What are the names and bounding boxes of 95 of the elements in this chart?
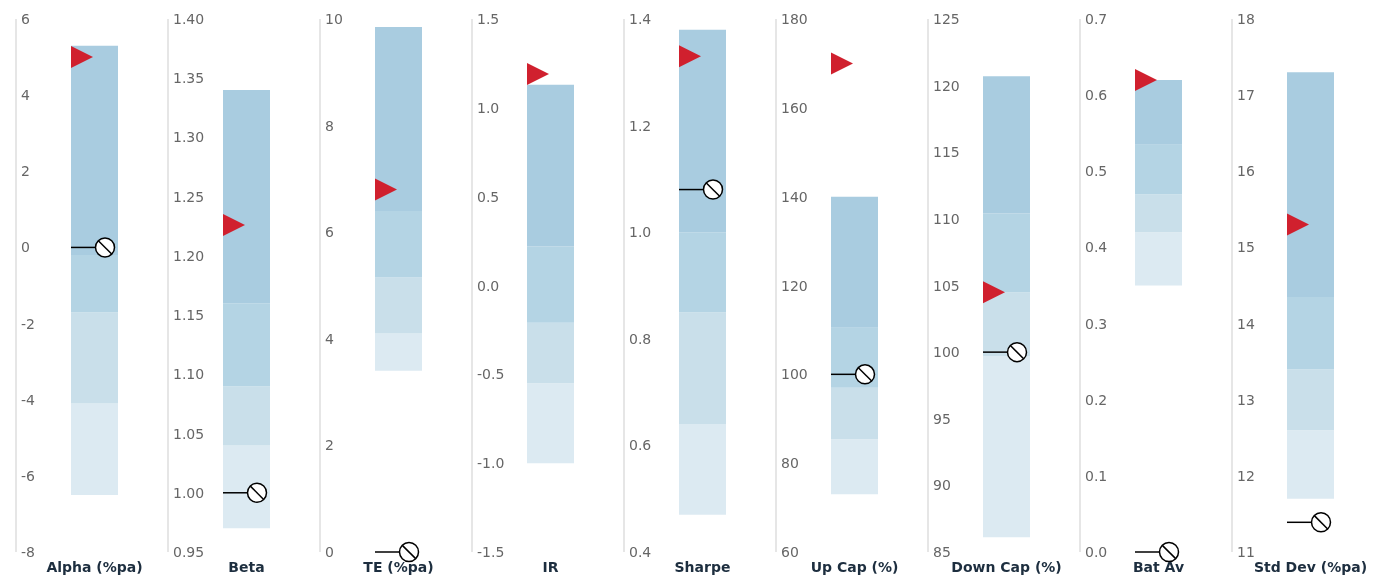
y-tick-label: 0.4 (1085, 239, 1108, 256)
y-tick-label: 12 (1237, 467, 1255, 484)
x-tick-label: Std Dev (%pa) (1253, 558, 1368, 575)
y-tick-label: 2 (325, 437, 334, 454)
y-tick-label: 0.3 (1085, 315, 1108, 332)
y-tick-label: 1.10 (173, 366, 205, 383)
bar (375, 277, 422, 334)
bar (527, 383, 574, 464)
y-tick-label: 125 (933, 11, 960, 27)
y-tick-label: 110 (933, 210, 960, 227)
y-tick-label: 0.8 (629, 330, 652, 347)
y-tick-label: 1.00 (173, 484, 205, 501)
y-tick-label: 0 (21, 239, 30, 256)
bar (223, 386, 270, 446)
y-tick-label: 0.95 (173, 544, 205, 560)
y-tick-label: 180 (781, 11, 808, 27)
y-tick-label: 0 (325, 544, 334, 560)
y-tick-label: 95 (933, 410, 951, 427)
bar (679, 312, 726, 425)
bar (1287, 430, 1334, 499)
y-tick-label: 0.2 (1085, 391, 1108, 408)
y-tick-label: 11 (1237, 544, 1255, 560)
y-tick-label: 0.6 (1085, 87, 1108, 104)
y-tick-label: 10 (325, 11, 343, 27)
y-tick-label: -1.5 (477, 544, 505, 560)
y-tick-label: 18 (1237, 11, 1255, 27)
y-tick-label: 0.0 (1085, 544, 1108, 560)
y-tick-label: 13 (1237, 391, 1255, 408)
bar (375, 333, 422, 371)
y-tick-label: 0.7 (1085, 11, 1108, 27)
y-tick-label: 4 (21, 87, 30, 104)
y-tick-label: -0.5 (477, 366, 505, 383)
y-tick-label: -8 (21, 544, 35, 560)
bar (223, 445, 270, 529)
bar (983, 356, 1030, 538)
y-tick-label: 14 (1237, 315, 1255, 332)
y-tick-label: 16 (1237, 163, 1255, 180)
y-tick-label: 85 (933, 544, 951, 560)
bar (1135, 194, 1182, 233)
y-tick-label: 2 (21, 163, 30, 180)
bar (679, 424, 726, 515)
y-tick-label: 1.5 (477, 11, 500, 27)
bar (1287, 369, 1334, 431)
bar (1135, 232, 1182, 286)
y-tick-label: 6 (21, 11, 30, 27)
bar (831, 387, 878, 440)
x-tick-label: Beta (228, 558, 265, 575)
y-tick-label: 0.5 (1085, 163, 1108, 180)
x-tick-label: Down Cap (%) (951, 558, 1062, 575)
y-tick-label: -1.0 (477, 455, 505, 472)
y-tick-label: 4 (325, 330, 334, 347)
y-tick-label: 160 (781, 99, 808, 116)
y-tick-label: 0.1 (1085, 467, 1108, 484)
y-tick-label: 1.25 (173, 188, 205, 205)
bar (831, 439, 878, 495)
y-tick-label: 0.4 (629, 544, 652, 560)
y-tick-label: 1.0 (477, 99, 500, 116)
y-tick-label: 1.40 (173, 11, 205, 27)
y-tick-label: -4 (21, 391, 36, 408)
bar (527, 322, 574, 384)
y-tick-label: 100 (781, 366, 808, 383)
bar (71, 403, 118, 495)
y-tick-label: 105 (933, 277, 960, 294)
y-tick-label: -2 (21, 315, 35, 332)
y-tick-label: 90 (933, 477, 951, 494)
y-tick-label: 15 (1237, 239, 1255, 256)
y-tick-label: 1.0 (629, 224, 652, 241)
y-tick-label: 120 (781, 277, 808, 294)
x-tick-label: IR (542, 558, 559, 575)
y-tick-label: 0.6 (629, 437, 652, 454)
y-tick-label: 6 (325, 224, 334, 241)
y-tick-label: 1.20 (173, 247, 205, 264)
y-tick-label: 1.2 (629, 117, 652, 134)
y-tick-label: 100 (933, 344, 960, 361)
x-tick-label: TE (%pa) (363, 558, 434, 575)
y-tick-label: 0.0 (477, 277, 500, 294)
y-tick-label: -6 (21, 467, 36, 484)
x-tick-label: Bat Av (1132, 558, 1185, 575)
y-tick-label: 8 (325, 117, 334, 134)
y-tick-label: 17 (1237, 87, 1255, 104)
bar (71, 312, 118, 404)
y-tick-label: 120 (933, 77, 960, 94)
y-tick-label: 1.05 (173, 425, 205, 442)
x-tick-label: Sharpe (674, 558, 731, 575)
y-tick-label: 80 (781, 455, 799, 472)
y-tick-label: 1.4 (629, 11, 652, 27)
x-tick-label: Up Cap (%) (810, 558, 899, 575)
y-tick-label: 140 (781, 188, 808, 205)
y-tick-label: 0.5 (477, 188, 500, 205)
y-tick-label: 1.15 (173, 307, 205, 324)
y-tick-label: 1.30 (173, 129, 205, 146)
y-tick-label: 115 (933, 144, 960, 161)
y-tick-label: 60 (781, 544, 799, 560)
y-tick-label: 1.35 (173, 70, 205, 87)
x-tick-label: Alpha (%pa) (46, 558, 143, 575)
